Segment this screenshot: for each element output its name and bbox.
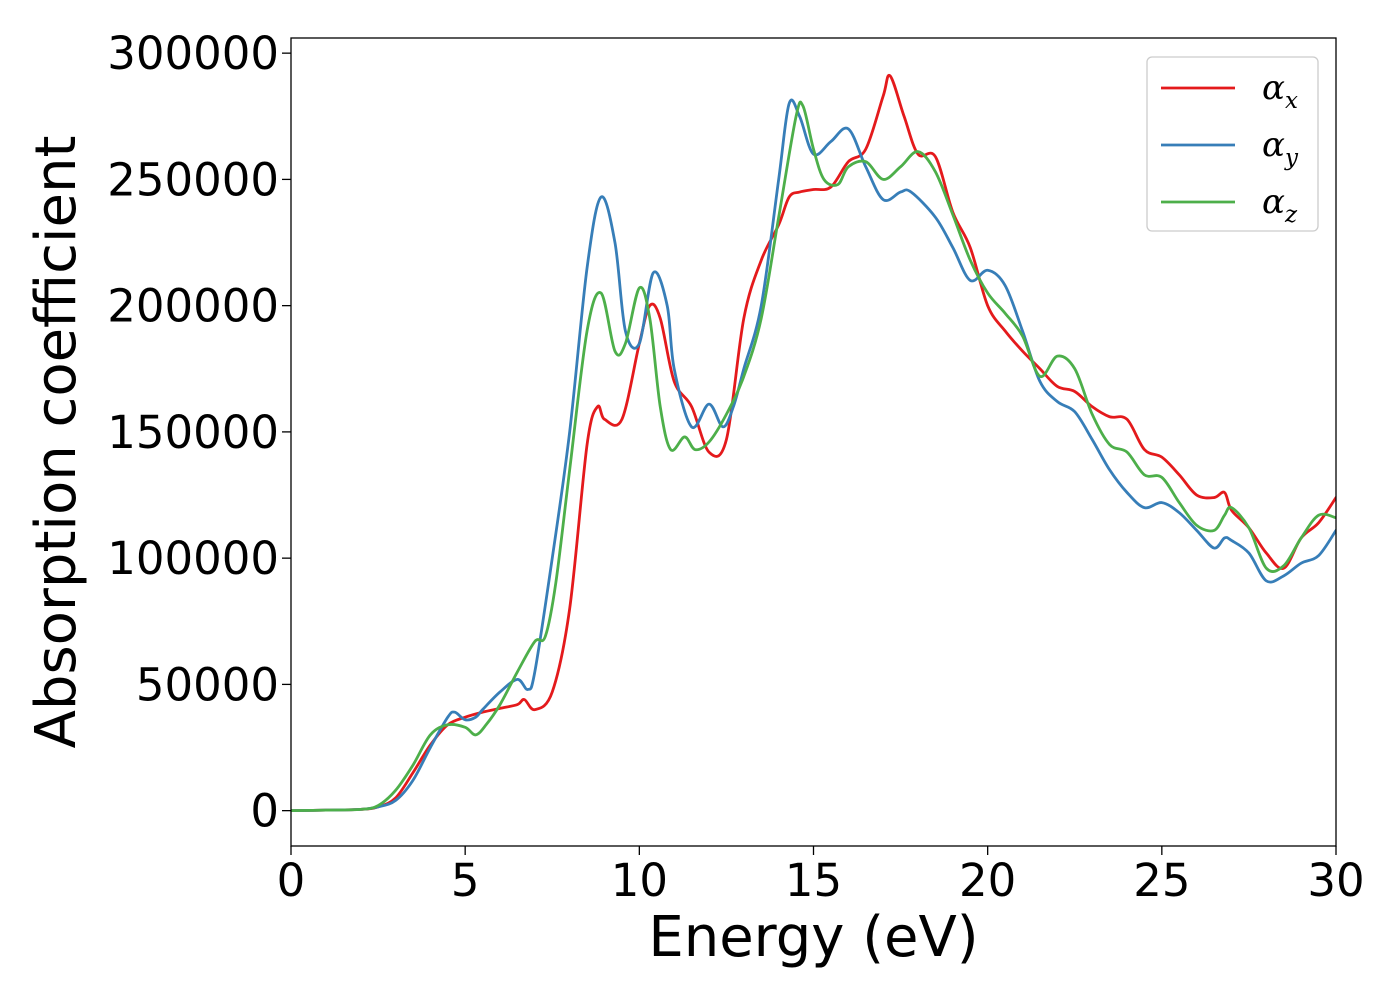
y-axis-title: Absorption coefficient (24, 136, 89, 749)
x-tick-label: 25 (1133, 854, 1190, 907)
x-tick-label: 15 (785, 854, 842, 907)
series-line-alpha-x (291, 73, 1336, 813)
y-tick-label: 0 (250, 785, 279, 838)
legend-label: αz (1262, 182, 1298, 228)
y-tick-label: 200000 (107, 280, 279, 333)
legend-item-alpha-x: αx (1161, 68, 1298, 114)
legend-item-alpha-z: αz (1161, 182, 1298, 228)
x-tick-label: 0 (277, 854, 306, 907)
x-tick-label: 30 (1307, 854, 1364, 907)
x-tick-label: 20 (959, 854, 1016, 907)
series-line-alpha-z (291, 100, 1336, 813)
legend-label: αy (1262, 125, 1299, 171)
y-tick-label: 300000 (107, 27, 279, 80)
y-tick-label: 100000 (107, 532, 279, 585)
x-axis: 0 5 10 15 20 25 30 (277, 846, 1365, 907)
y-tick-label: 50000 (136, 658, 279, 711)
x-tick-label: 10 (611, 854, 668, 907)
legend: αx αy αz (1146, 56, 1319, 232)
y-tick-label: 150000 (107, 406, 279, 459)
series-layer (291, 73, 1336, 813)
y-tick-label: 250000 (107, 153, 279, 206)
legend-item-alpha-y: αy (1161, 125, 1299, 171)
y-axis: 0 50000 100000 150000 200000 250000 300000 (107, 27, 291, 838)
x-axis-title: Energy (eV) (648, 905, 978, 970)
series-line-alpha-y (291, 98, 1336, 813)
x-tick-label: 5 (451, 854, 480, 907)
legend-label: αx (1262, 68, 1298, 114)
